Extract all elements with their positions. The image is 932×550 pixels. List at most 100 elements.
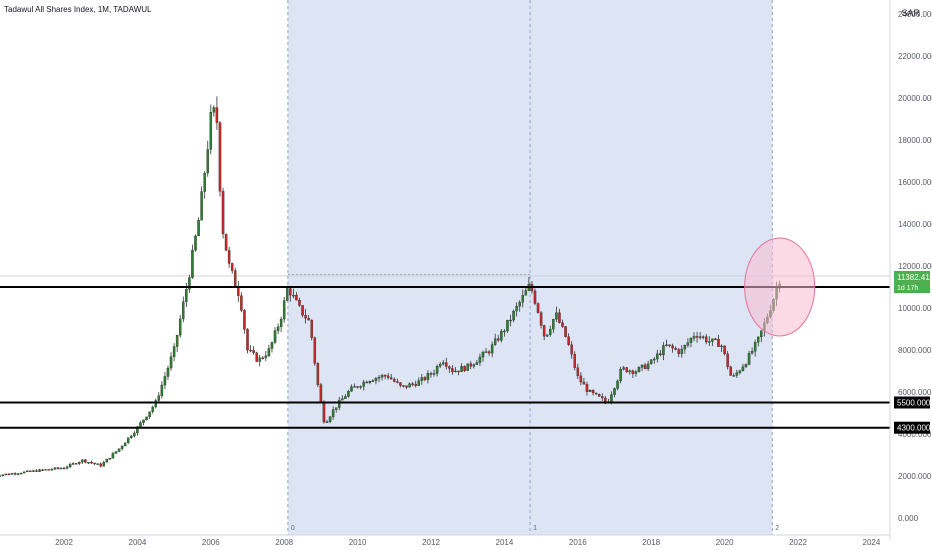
candle-down bbox=[625, 367, 628, 373]
candle-up bbox=[738, 370, 742, 373]
candle-up bbox=[126, 437, 130, 444]
candle-down bbox=[74, 463, 78, 465]
candle-up bbox=[142, 419, 145, 423]
candles-group bbox=[0, 96, 781, 477]
candle-up bbox=[163, 376, 167, 386]
y-tick-label: 8000.000 bbox=[898, 346, 932, 355]
candle-up bbox=[555, 312, 558, 320]
y-tick-label: 20000.000 bbox=[898, 94, 932, 103]
y-tick-label: 4000.000 bbox=[898, 430, 932, 439]
candle-up bbox=[151, 406, 154, 412]
candle-down bbox=[84, 459, 87, 463]
candle-up bbox=[325, 421, 329, 423]
candle-up bbox=[441, 362, 445, 365]
x-tick-label: 2022 bbox=[789, 538, 807, 547]
candle-down bbox=[671, 345, 674, 349]
candle-up bbox=[197, 220, 200, 237]
current-price-countdown: 1d 17h bbox=[897, 285, 919, 292]
candle-down bbox=[304, 314, 307, 319]
candle-down bbox=[729, 366, 732, 376]
candle-up bbox=[328, 416, 332, 422]
candle-up bbox=[50, 469, 54, 471]
candle-up bbox=[102, 462, 106, 467]
candle-down bbox=[585, 384, 589, 392]
candle-down bbox=[383, 375, 387, 377]
candle-down bbox=[313, 337, 317, 364]
candle-up bbox=[114, 451, 118, 454]
candle-up bbox=[200, 191, 203, 221]
candle-up bbox=[267, 348, 271, 357]
candle-up bbox=[426, 373, 430, 380]
candle-up bbox=[148, 411, 151, 418]
candle-up bbox=[350, 386, 353, 392]
candle-up bbox=[182, 301, 185, 320]
candle-up bbox=[209, 112, 213, 150]
candle-up bbox=[472, 364, 476, 367]
candle-up bbox=[368, 381, 372, 383]
y-tick-label: 10000.000 bbox=[898, 304, 932, 313]
candle-down bbox=[255, 352, 258, 362]
candle-up bbox=[490, 344, 494, 354]
candle-up bbox=[334, 407, 338, 410]
candle-down bbox=[405, 385, 408, 388]
candle-up bbox=[145, 416, 148, 421]
x-tick-label: 2018 bbox=[642, 538, 660, 547]
candle-down bbox=[402, 385, 405, 387]
candle-down bbox=[90, 461, 93, 464]
candle-up bbox=[747, 353, 751, 365]
candle-up bbox=[4, 473, 8, 476]
candle-up bbox=[78, 462, 81, 464]
candle-up bbox=[185, 289, 188, 302]
candle-up bbox=[172, 346, 176, 357]
current-price-label: 11382.410 bbox=[897, 273, 932, 282]
candle-up bbox=[10, 473, 14, 475]
candle-down bbox=[594, 392, 598, 395]
candle-down bbox=[445, 362, 448, 367]
candle-up bbox=[515, 306, 518, 312]
y-tick-label: 16000.000 bbox=[898, 178, 932, 187]
candle-up bbox=[44, 469, 47, 471]
x-tick-label: 2002 bbox=[55, 538, 73, 547]
candle-down bbox=[604, 397, 607, 402]
candle-up bbox=[111, 453, 115, 459]
candle-down bbox=[227, 250, 231, 264]
x-tick-label: 2010 bbox=[349, 538, 367, 547]
candle-up bbox=[616, 380, 619, 389]
candle-down bbox=[301, 305, 304, 316]
candle-up bbox=[420, 377, 424, 381]
candle-down bbox=[249, 349, 252, 352]
candle-up bbox=[649, 359, 653, 364]
candle-up bbox=[194, 235, 197, 251]
x-tick-label: 2006 bbox=[202, 538, 220, 547]
candle-up bbox=[362, 381, 365, 387]
candle-up bbox=[653, 358, 656, 361]
candle-down bbox=[573, 354, 576, 368]
candle-up bbox=[203, 172, 206, 192]
candle-up bbox=[273, 330, 277, 343]
candle-up bbox=[588, 390, 592, 392]
candle-down bbox=[307, 318, 310, 321]
candle-down bbox=[310, 319, 313, 338]
candle-up bbox=[454, 370, 457, 373]
candle-up bbox=[503, 330, 506, 333]
candle-up bbox=[686, 342, 690, 346]
x-tick-label: 2024 bbox=[863, 538, 881, 547]
candle-up bbox=[521, 295, 525, 303]
candle-down bbox=[246, 329, 249, 351]
candle-down bbox=[365, 381, 369, 384]
candle-up bbox=[628, 370, 632, 373]
candle-down bbox=[399, 382, 402, 386]
candle-up bbox=[81, 459, 84, 463]
chart-title: Tadawul All Shares Index, 1M, TADAWUL bbox=[4, 5, 152, 14]
candle-up bbox=[377, 377, 381, 379]
candle-down bbox=[591, 390, 595, 394]
candle-up bbox=[65, 466, 69, 469]
candle-up bbox=[212, 107, 216, 113]
candle-up bbox=[432, 373, 436, 375]
candle-up bbox=[640, 364, 644, 368]
candle-up bbox=[286, 288, 289, 301]
candle-up bbox=[279, 318, 283, 327]
candle-up bbox=[683, 345, 687, 350]
candle-down bbox=[705, 336, 708, 343]
